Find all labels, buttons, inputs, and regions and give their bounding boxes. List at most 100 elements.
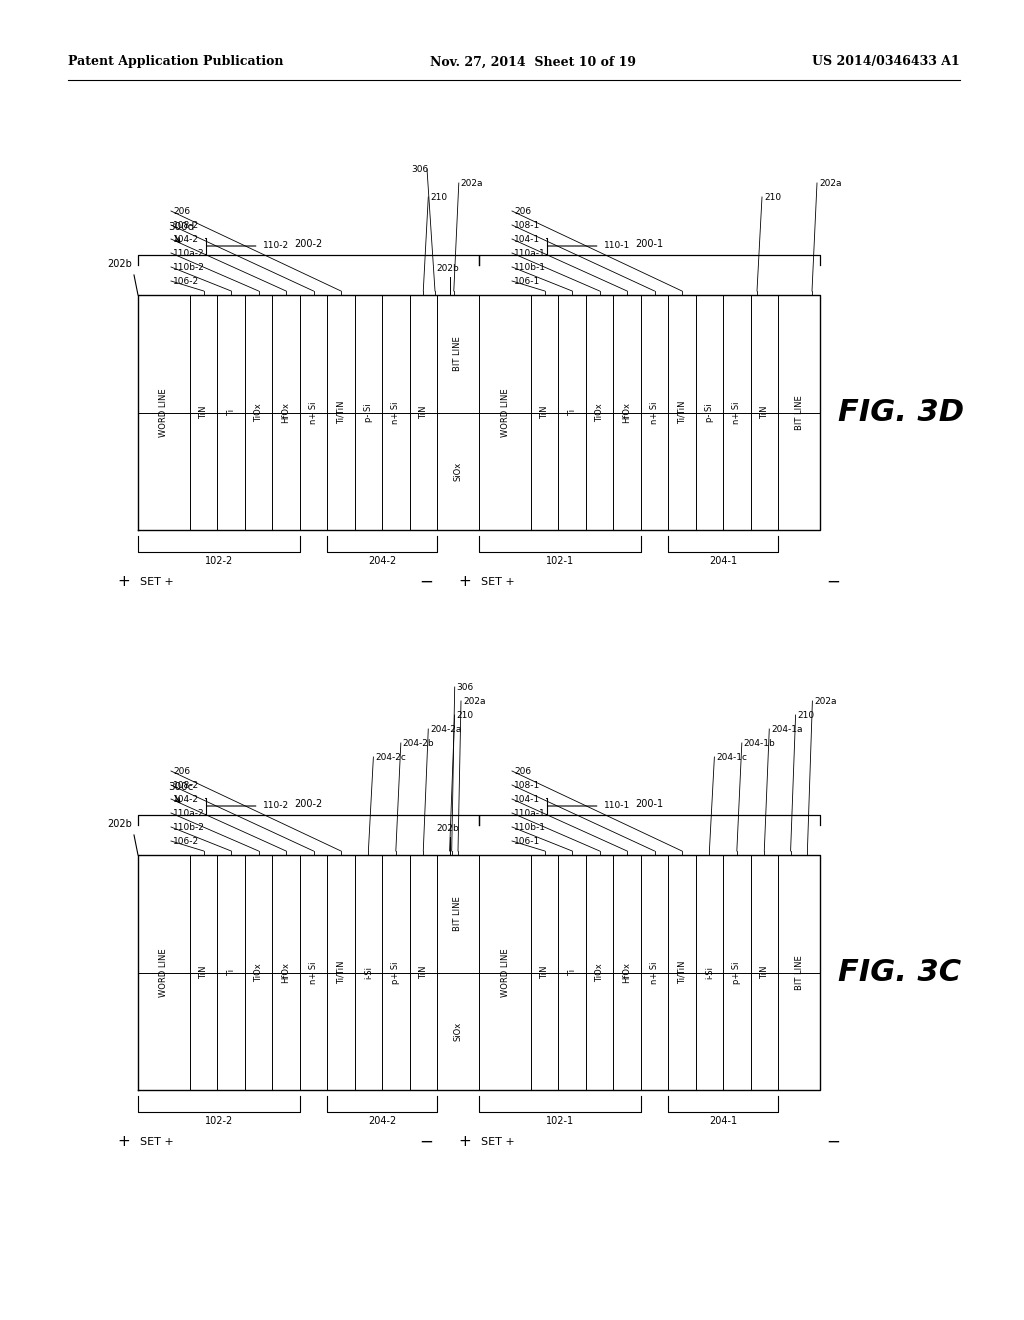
Text: TiN: TiN (760, 966, 769, 979)
Text: +: + (459, 574, 471, 590)
Text: 110b-2: 110b-2 (173, 822, 205, 832)
Text: Ti: Ti (567, 969, 577, 975)
Text: Ti/TiN: Ti/TiN (337, 401, 345, 424)
Text: Patent Application Publication: Patent Application Publication (68, 55, 284, 69)
Text: 210: 210 (457, 710, 474, 719)
Text: 102-2: 102-2 (205, 1115, 233, 1126)
Text: 102-1: 102-1 (546, 1115, 573, 1126)
Text: 206: 206 (173, 206, 190, 215)
Text: 110a-1: 110a-1 (514, 808, 546, 817)
Text: i-Si: i-Si (364, 966, 373, 979)
Text: +: + (118, 574, 130, 590)
Text: 104-1: 104-1 (514, 235, 540, 243)
Text: 202b: 202b (108, 818, 132, 829)
Text: SET +: SET + (140, 577, 174, 587)
Text: BIT LINE: BIT LINE (795, 395, 804, 430)
Text: 110a-2: 110a-2 (173, 248, 205, 257)
Text: TiN: TiN (200, 966, 208, 979)
Text: TiOx: TiOx (254, 403, 263, 422)
Text: 102-1: 102-1 (546, 556, 573, 566)
Text: 204-2c: 204-2c (376, 752, 407, 762)
Text: 106-2: 106-2 (173, 837, 199, 846)
Text: TiOx: TiOx (595, 403, 604, 422)
Text: −: − (419, 1133, 433, 1151)
Text: 102-2: 102-2 (205, 556, 233, 566)
Text: 300d: 300d (168, 222, 195, 232)
Text: 202a: 202a (463, 697, 485, 705)
Text: 202b: 202b (436, 264, 459, 273)
Text: p- Si: p- Si (705, 403, 714, 422)
Text: TiOx: TiOx (595, 964, 604, 982)
Text: 206: 206 (173, 767, 190, 776)
Text: 106-2: 106-2 (173, 276, 199, 285)
Text: +: + (118, 1134, 130, 1150)
Text: 202a: 202a (461, 178, 483, 187)
Text: WORD LINE: WORD LINE (160, 948, 169, 997)
Text: n+ Si: n+ Si (650, 401, 659, 424)
Text: 106-1: 106-1 (514, 276, 541, 285)
Text: Ti: Ti (226, 969, 236, 975)
Text: 204-1a: 204-1a (771, 725, 803, 734)
Text: n+ Si: n+ Si (391, 401, 400, 424)
Text: 200-2: 200-2 (294, 799, 323, 809)
Text: SET +: SET + (481, 1137, 515, 1147)
Text: 204-2: 204-2 (368, 556, 396, 566)
Text: TiN: TiN (541, 966, 549, 979)
Text: 204-1b: 204-1b (743, 738, 775, 747)
Text: 108-2: 108-2 (173, 220, 199, 230)
Text: 104-2: 104-2 (173, 235, 199, 243)
Text: HfOx: HfOx (282, 962, 291, 983)
Text: 104-2: 104-2 (173, 795, 199, 804)
Text: 108-1: 108-1 (514, 780, 541, 789)
Text: 206: 206 (514, 767, 531, 776)
Text: HfOx: HfOx (623, 403, 632, 422)
Text: TiN: TiN (419, 966, 428, 979)
Text: TiN: TiN (200, 405, 208, 420)
Text: p+ Si: p+ Si (391, 961, 400, 983)
Text: BIT LINE: BIT LINE (454, 337, 463, 371)
Text: 104-1: 104-1 (514, 795, 540, 804)
Text: US 2014/0346433 A1: US 2014/0346433 A1 (812, 55, 961, 69)
Text: 202b: 202b (108, 259, 132, 269)
Text: 210: 210 (798, 710, 815, 719)
Text: 110a-1: 110a-1 (514, 248, 546, 257)
Text: 204-1: 204-1 (709, 556, 737, 566)
Text: 202a: 202a (819, 178, 842, 187)
Text: BIT LINE: BIT LINE (795, 956, 804, 990)
Text: 108-1: 108-1 (514, 220, 541, 230)
Text: 204-2b: 204-2b (402, 738, 434, 747)
Text: WORD LINE: WORD LINE (501, 388, 510, 437)
Text: 206: 206 (514, 206, 531, 215)
Text: HfOx: HfOx (623, 962, 632, 983)
Text: +: + (459, 1134, 471, 1150)
Text: 110b-2: 110b-2 (173, 263, 205, 272)
Text: 204-1c: 204-1c (717, 752, 748, 762)
Text: WORD LINE: WORD LINE (160, 388, 169, 437)
Text: 202b: 202b (436, 824, 459, 833)
Text: n+ Si: n+ Si (309, 961, 318, 983)
Text: 110-1: 110-1 (603, 801, 630, 810)
Text: SET +: SET + (140, 1137, 174, 1147)
Text: FIG. 3C: FIG. 3C (838, 958, 962, 987)
Text: TiOx: TiOx (254, 964, 263, 982)
Text: p+ Si: p+ Si (732, 961, 741, 983)
Text: 200-2: 200-2 (294, 239, 323, 249)
Text: SiOx: SiOx (454, 1022, 463, 1041)
Text: FIG. 3D: FIG. 3D (838, 399, 965, 426)
Text: 306: 306 (412, 165, 429, 173)
Text: i-Si: i-Si (705, 966, 714, 979)
Text: 204-2a: 204-2a (430, 725, 462, 734)
Text: n+ Si: n+ Si (650, 961, 659, 983)
Text: −: − (826, 573, 840, 591)
Text: 200-1: 200-1 (636, 239, 664, 249)
Text: 110-1: 110-1 (603, 242, 630, 251)
Text: Ti/TiN: Ti/TiN (678, 401, 686, 424)
Text: Ti/TiN: Ti/TiN (337, 961, 345, 985)
Text: 210: 210 (430, 193, 447, 202)
Text: 204-1: 204-1 (709, 1115, 737, 1126)
Text: Ti: Ti (567, 409, 577, 416)
Text: 210: 210 (764, 193, 781, 202)
Text: 110a-2: 110a-2 (173, 808, 205, 817)
Text: 108-2: 108-2 (173, 780, 199, 789)
Text: p- Si: p- Si (364, 403, 373, 422)
